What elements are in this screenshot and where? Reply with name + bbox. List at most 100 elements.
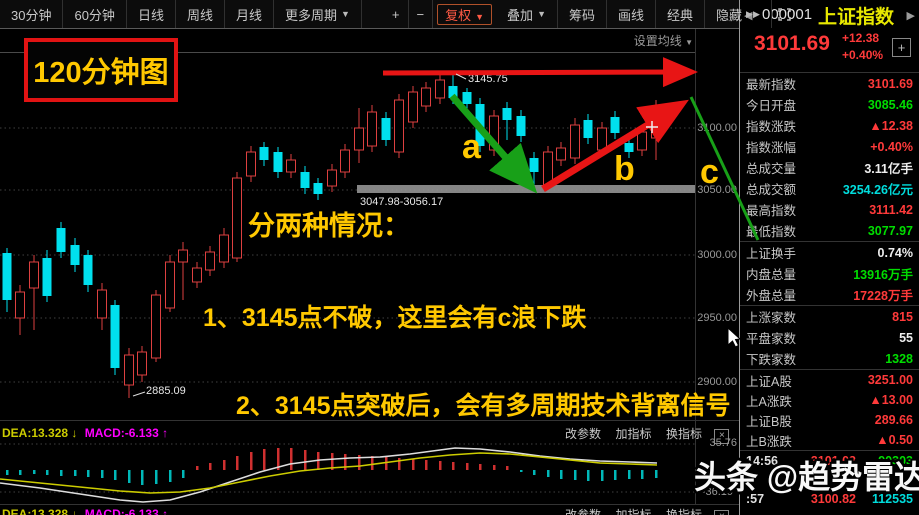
table-row: 最低指数 3077.97	[740, 220, 919, 241]
ma-settings-label: 设置均线	[633, 34, 682, 48]
period-60min-button[interactable]: 60分钟	[63, 0, 127, 28]
tick-row: 14:56 3101.03 90303	[740, 451, 919, 470]
note-title: 分两种情况：	[248, 211, 410, 241]
price-axis-label: 3000.00	[697, 249, 737, 261]
classic-button[interactable]: 经典	[656, 0, 706, 28]
tick-row: :57 3100.82 112535	[740, 489, 919, 508]
period-week-button[interactable]: 周线	[176, 0, 225, 28]
table-row: 平盘家数 55	[740, 327, 919, 348]
row-value: ▲13.00	[869, 393, 913, 407]
overlay-button[interactable]: 叠加 ▼	[496, 0, 558, 28]
period-day-button[interactable]: 日线	[127, 0, 176, 28]
row-label: 指数涨跌	[746, 120, 797, 134]
hide-label: 隐藏	[716, 7, 743, 23]
row-value: 13916万手	[853, 268, 913, 282]
add-indicator-button[interactable]: 加指标	[615, 427, 652, 441]
period-week-label: 周线	[186, 7, 213, 23]
add-to-watchlist-button[interactable]: +	[892, 38, 911, 57]
note-line-1: 1、3145点不破，这里会有c浪下跌	[203, 304, 587, 332]
row-label: 外盘总量	[746, 289, 797, 303]
macd-value: MACD:-6.133	[84, 426, 159, 440]
switch-indicator-button[interactable]: 换指标	[665, 508, 702, 515]
period-month-button[interactable]: 月线	[225, 0, 274, 28]
table-row: 总成交额 3254.26亿元	[740, 178, 919, 199]
row-value: ▲12.38	[869, 118, 913, 133]
peak-price-label: 3145.75	[468, 73, 508, 85]
table-row: 内盘总量 13916万手	[740, 263, 919, 284]
indicator-toolbar-2: 改参数 加指标 换指标 ×	[565, 506, 730, 515]
chevron-down-icon: ▼	[475, 11, 485, 22]
table-row: 上A涨跌 ▲13.00	[740, 390, 919, 410]
more-periods-button[interactable]: 更多周期 ▼	[274, 0, 362, 28]
table-row: 上B涨跌 ▲0.50	[740, 430, 919, 450]
row-value: 3077.97	[867, 223, 913, 238]
table-row: 上证A股 3251.00	[740, 370, 919, 390]
fullscreen-button[interactable]	[772, 0, 797, 28]
table-row: 最高指数 3111.42	[740, 199, 919, 220]
period-month-label: 月线	[235, 7, 262, 23]
note-line-2: 2、3145点突破后，会有多周期技术背离信号	[236, 392, 731, 420]
fuquan-label: 复权	[445, 7, 472, 23]
change-params-button[interactable]: 改参数	[565, 427, 602, 441]
tick-cell: :57	[746, 491, 765, 506]
period-30min-label: 30分钟	[11, 7, 52, 23]
table-row: 上涨家数 815	[740, 306, 919, 327]
chevron-down-icon: ▼	[685, 38, 693, 47]
quote-section-2: 上涨家数 815 平盘家数 55 下跌家数 1328	[740, 306, 919, 370]
row-label: 最高指数	[746, 204, 797, 218]
row-value: 0.74%	[877, 245, 913, 260]
close-indicator-button[interactable]: ×	[714, 510, 730, 515]
price-axis-label: 2950.00	[697, 312, 737, 324]
change-params-button[interactable]: 改参数	[565, 508, 602, 515]
next-stock-arrow[interactable]: ▶	[906, 10, 915, 22]
zoom-out-button[interactable]: −	[409, 0, 434, 28]
table-row: 总成交量 3.11亿手	[740, 157, 919, 178]
row-label: 最新指数	[746, 78, 797, 92]
macd-axis-high: 35.76	[709, 437, 737, 449]
plus-icon: +	[391, 6, 400, 22]
row-label: 上B涨跌	[746, 434, 792, 449]
switch-indicator-button[interactable]: 换指标	[665, 427, 702, 441]
row-label: 平盘家数	[746, 332, 797, 346]
row-value: 17228万手	[853, 289, 913, 303]
dea-value: DEA:13.328	[2, 426, 69, 440]
zoom-in-button[interactable]: +	[384, 0, 409, 28]
row-label: 最低指数	[746, 225, 797, 239]
tick-cell: 112535	[871, 491, 913, 506]
quote-header: ◀ 000001 上证指数 ▶ 3101.69 +12.38 +0.40% +	[740, 0, 919, 73]
tick-cell: 14:56	[746, 453, 778, 468]
wave-a-label: a	[462, 128, 481, 166]
chevron-down-icon: ▼	[537, 9, 546, 19]
down-arrow-icon: ↓	[71, 507, 78, 515]
last-price: 3101.69	[754, 32, 830, 55]
ma-settings-dropdown[interactable]: 设置均线 ▼	[634, 32, 693, 49]
chips-button[interactable]: 筹码	[558, 0, 607, 28]
top-toolbar: 30分钟 60分钟 日线 周线 月线 更多周期 ▼ + − 复权 ▼ 叠加 ▼ 筹码 …	[0, 0, 791, 29]
chips-label: 筹码	[568, 7, 595, 23]
table-row: 上证B股 289.66	[740, 410, 919, 430]
low-price-label: 2885.09	[146, 385, 186, 397]
hide-button[interactable]: 隐藏 ▶▶	[705, 0, 772, 28]
close-indicator-button[interactable]: ×	[714, 429, 730, 444]
stock-name: 上证指数	[818, 7, 895, 28]
table-row: 下跌家数 1328	[740, 348, 919, 369]
prev-stock-arrow[interactable]: ◀	[744, 10, 753, 22]
table-row: 上证换手 0.74%	[740, 242, 919, 263]
table-row: 外盘总量 17228万手	[740, 284, 919, 305]
quote-rows: 最新指数 3101.69 今日开盘 3085.46 指数涨跌 ▲12.38 指数涨幅 +0.4…	[740, 73, 919, 451]
fuquan-button[interactable]: 复权 ▼	[437, 3, 493, 25]
add-indicator-button[interactable]: 加指标	[615, 508, 652, 515]
row-label: 下跌家数	[746, 353, 797, 367]
macd2-indicator-labels: DEA:13.328 ↓ MACD:-6.133 ↑	[2, 507, 168, 515]
row-label: 内盘总量	[746, 268, 797, 282]
period-30min-button[interactable]: 30分钟	[0, 0, 64, 28]
period-day-label: 日线	[137, 7, 164, 23]
quote-section-1: 上证换手 0.74% 内盘总量 13916万手外盘总量 17228万手	[740, 242, 919, 306]
draw-button[interactable]: 画线	[607, 0, 657, 28]
support-band-label: 3047.98-3056.17	[360, 196, 444, 208]
row-value: 815	[892, 309, 913, 324]
row-label: 上证B股	[746, 414, 792, 429]
watermark: 头条 @趋势雷达	[694, 459, 919, 495]
row-value: 3254.26亿元	[842, 183, 913, 197]
price-change: +12.38	[842, 31, 880, 45]
